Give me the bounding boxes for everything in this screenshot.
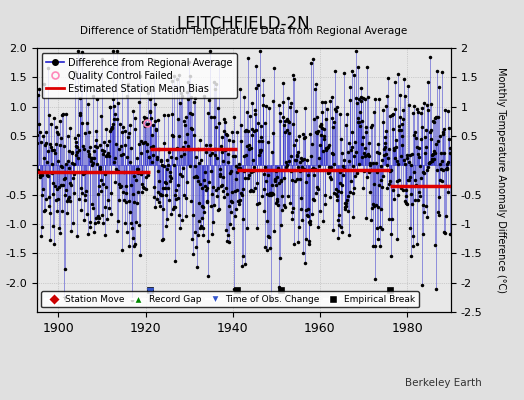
Y-axis label: Monthly Temperature Anomaly Difference (°C): Monthly Temperature Anomaly Difference (… <box>496 67 506 293</box>
Text: Berkeley Earth: Berkeley Earth <box>406 378 482 388</box>
Legend: Station Move, Record Gap, Time of Obs. Change, Empirical Break: Station Move, Record Gap, Time of Obs. C… <box>41 291 419 308</box>
Title: LEITCHFIELD-2N: LEITCHFIELD-2N <box>177 14 311 32</box>
Text: Difference of Station Temperature Data from Regional Average: Difference of Station Temperature Data f… <box>80 26 407 36</box>
